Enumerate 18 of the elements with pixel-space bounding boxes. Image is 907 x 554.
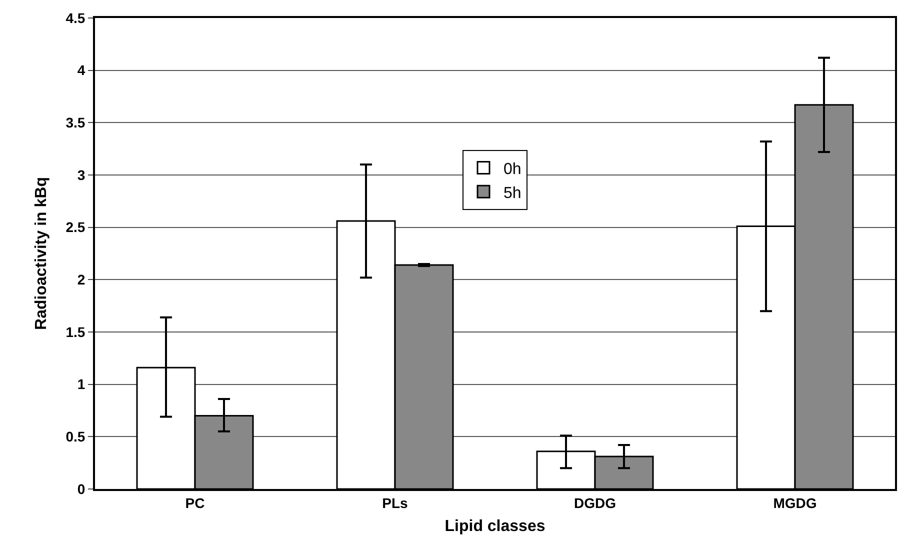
legend-label: 0h	[504, 161, 522, 178]
y-tick-label: 4.5	[66, 10, 86, 26]
y-tick-label: 0	[77, 480, 86, 497]
y-tick-label: 3.5	[66, 114, 86, 131]
y-tick-label: 1	[77, 376, 86, 392]
y-tick-label: 4	[77, 62, 86, 78]
x-axis-title: Lipid classes	[444, 518, 546, 535]
y-tick-label: 3	[77, 166, 86, 183]
y-tick-label: 0.5	[66, 428, 86, 445]
x-tick-label: PC	[185, 494, 205, 511]
x-tick-label: MGDG	[773, 494, 817, 511]
y-tick-label: 2.5	[66, 219, 86, 236]
x-tick-label: PLs	[382, 494, 408, 511]
y-tick-label: 1.5	[66, 324, 86, 340]
y-axis-title: Radioactivity in kBq	[33, 177, 50, 330]
legend-label: 5h	[504, 184, 522, 202]
x-tick-label: DGDG	[574, 494, 616, 511]
y-tick-label: 2	[77, 272, 86, 288]
